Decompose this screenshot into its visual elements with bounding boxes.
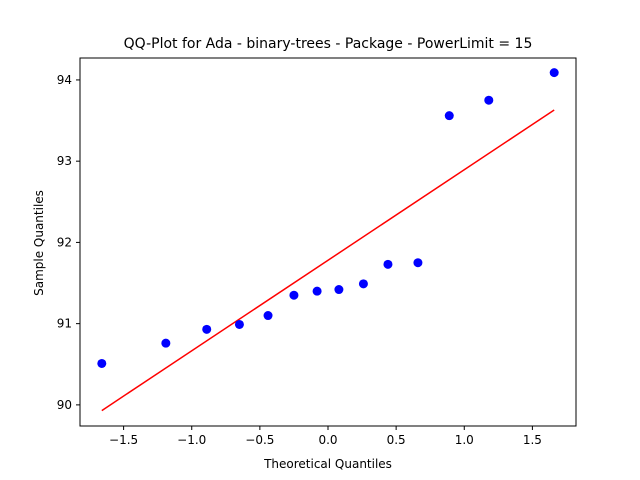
data-point [383,259,393,269]
y-axis-label: Sample Quantiles [32,190,46,296]
data-point [334,285,344,295]
x-tick-label: −1.0 [177,433,206,447]
x-tick-label: 1.5 [523,433,542,447]
data-point [358,279,368,289]
data-point [444,111,454,121]
chart-title: QQ-Plot for Ada - binary-trees - Package… [124,36,533,52]
data-point [97,358,107,368]
data-point [312,286,322,296]
data-point [289,290,299,300]
data-point [413,258,423,268]
data-point [263,311,273,321]
x-tick-label: 0.5 [387,433,406,447]
plot-area [97,68,559,412]
x-tick-label: 0.0 [318,433,337,447]
x-axis-label: Theoretical Quantiles [263,457,392,471]
x-tick-label: −0.5 [245,433,274,447]
y-tick-label: 91 [57,317,72,331]
y-tick-label: 94 [57,73,72,87]
data-point [549,68,559,78]
reference-line [101,109,555,412]
data-point [234,319,244,329]
data-point [202,324,212,334]
y-tick-label: 93 [57,154,72,168]
plot-frame [79,57,577,427]
y-tick-label: 90 [57,398,72,412]
y-tick-label: 92 [57,235,72,249]
x-tick-label: −1.5 [109,433,138,447]
data-point [161,338,171,348]
data-point [484,95,494,105]
x-tick-label: 1.0 [455,433,474,447]
